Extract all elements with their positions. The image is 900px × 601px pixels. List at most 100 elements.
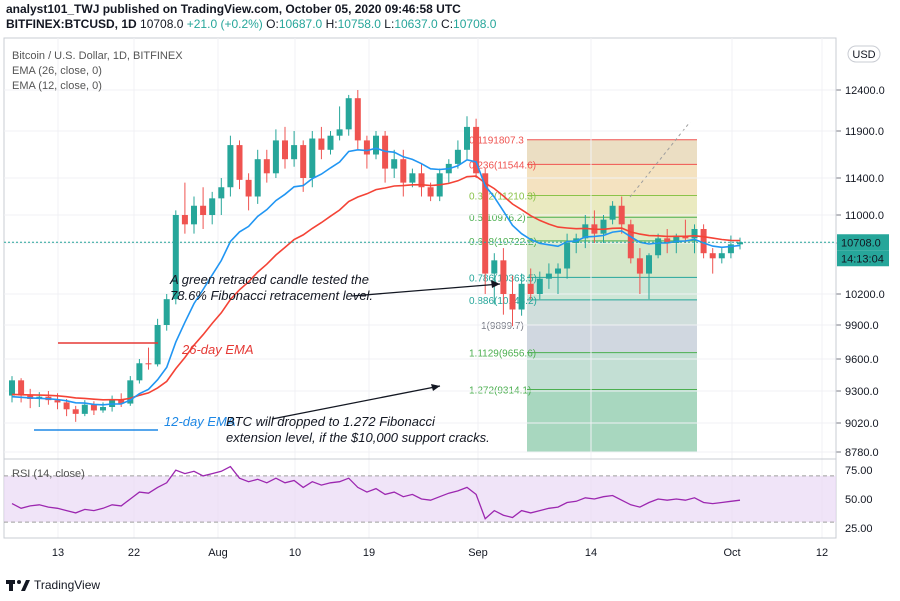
- arrow-retrace: [351, 283, 501, 297]
- candle-body: [427, 187, 434, 197]
- candle-body: [245, 179, 252, 197]
- price-chart[interactable]: 0.1191807.3 0.236(11544.6) 0.382(11210.3) 0…: [0, 34, 900, 574]
- fib-level-label: 1.1129(9656.6): [469, 349, 536, 360]
- candle-body: [236, 145, 243, 180]
- close-value: 10708.0: [453, 17, 497, 31]
- annotation-retrace-line2: 78.6% Fibonacci retracement level.: [170, 288, 373, 303]
- candle-body: [655, 238, 662, 256]
- candle-body: [354, 98, 361, 141]
- candle-body: [491, 260, 498, 274]
- candle-body: [109, 399, 116, 407]
- candle-body: [527, 283, 534, 294]
- candle-body: [136, 363, 143, 381]
- candle-body: [127, 380, 134, 404]
- candle-body: [373, 135, 379, 155]
- time-axis-label: Sep: [468, 547, 488, 559]
- candle-body: [418, 173, 425, 188]
- candle-body: [18, 380, 25, 396]
- time-axis-label: 12: [816, 547, 828, 559]
- candle-body: [564, 243, 571, 269]
- candle-body: [709, 253, 716, 259]
- candle-body: [518, 283, 525, 310]
- candle-body: [509, 294, 516, 310]
- candle-body: [582, 224, 589, 239]
- candle-body: [209, 198, 216, 215]
- price-axis-label: 8780.0: [845, 447, 879, 459]
- candle-body: [327, 135, 334, 150]
- candle-body: [254, 159, 261, 197]
- candle-body: [218, 187, 225, 199]
- legend-ema12[interactable]: EMA (12, close, 0): [12, 80, 102, 92]
- legend-ema26[interactable]: EMA (26, close, 0): [12, 65, 102, 77]
- low-label: L:: [384, 17, 395, 31]
- candle-body: [545, 273, 552, 279]
- fib-level-label: 1(9899.7): [481, 321, 524, 332]
- candle-body: [9, 380, 15, 396]
- time-axis-label: 22: [128, 547, 140, 559]
- candle-body: [100, 407, 106, 411]
- fib-level-label: 0.236(11544.6): [469, 160, 536, 171]
- candle-body: [227, 145, 234, 188]
- fib-level-label: 0.5(10976.2): [469, 213, 526, 224]
- axes: 12400.011900.011400.011000.010700.010200…: [4, 38, 889, 559]
- symbol-label[interactable]: BITFINEX:BTCUSD, 1D: [6, 17, 137, 31]
- candle-body: [291, 145, 298, 160]
- price-axis-label: 9600.0: [845, 354, 879, 366]
- candle-body: [727, 244, 734, 254]
- rsi-line: [11, 465, 741, 520]
- time-axis-label: 10: [289, 547, 301, 559]
- annotations: 26-day EMA 12-day EMA A green retraced can…: [34, 272, 501, 445]
- candle-body: [263, 159, 270, 174]
- close-label: C:: [441, 17, 454, 31]
- candle-body: [272, 140, 279, 174]
- rsi-axis-label: 25.00: [845, 523, 873, 535]
- fib-band: [527, 139, 697, 165]
- candle-body: [400, 159, 407, 183]
- candle-body: [691, 229, 698, 239]
- candle-body: [627, 224, 634, 259]
- timer-tag-bg: [837, 250, 889, 267]
- time-axis-label: 14: [585, 547, 597, 559]
- price-axis-label: 9020.0: [845, 418, 879, 430]
- rsi-pane: 75.00 50.00 25.00: [4, 458, 873, 535]
- candle-body: [673, 235, 680, 243]
- candle-body: [54, 400, 61, 403]
- candle-body: [318, 138, 325, 150]
- candle-body: [300, 145, 307, 178]
- fib-band: [527, 164, 697, 196]
- price-axis-label: 11900.0: [845, 126, 884, 138]
- footer-brand-label: TradingView: [34, 578, 101, 592]
- candle-body: [191, 205, 197, 225]
- price-axis-label: 12400.0: [845, 85, 885, 97]
- annotation-ema26: 26-day EMA: [181, 342, 254, 357]
- ema12-line: [11, 147, 741, 406]
- candle-body: [718, 253, 725, 259]
- rsi-band: [4, 475, 836, 523]
- candle-body: [154, 325, 161, 365]
- candle-body: [482, 173, 489, 274]
- annotation-ema12: 12-day EMA: [164, 414, 236, 429]
- legend-rsi[interactable]: RSI (14, close): [12, 468, 85, 480]
- candle-body: [600, 219, 607, 234]
- candle-body: [618, 205, 625, 225]
- fib-level-label: 0.382(11210.3): [469, 192, 536, 203]
- fib-band: [527, 299, 697, 326]
- currency-badge: [847, 45, 881, 63]
- ema-lines: [11, 147, 741, 406]
- candle-body: [282, 140, 288, 160]
- symbol-line: BITFINEX:BTCUSD, 1D 10708.0 +21.0 (+0.2%…: [6, 17, 496, 31]
- tradingview-logo-icon: [6, 580, 30, 591]
- price-axis-label: 11400.0: [845, 173, 884, 185]
- fib-band: [527, 240, 697, 278]
- annotation-target-line1: BTC will dropped to 1.272 Fibonacci: [226, 414, 436, 429]
- arrow-target: [271, 385, 441, 420]
- time-axis-label: 13: [52, 547, 64, 559]
- candle-body: [345, 98, 352, 130]
- footer-brand[interactable]: TradingView: [6, 578, 100, 592]
- price-axis-label: 10200.0: [845, 289, 885, 301]
- fib-band-bottom: [527, 389, 697, 452]
- candle-body: [700, 229, 707, 254]
- candle-body: [172, 215, 179, 300]
- candle-body: [181, 215, 188, 225]
- candle-body: [409, 173, 416, 183]
